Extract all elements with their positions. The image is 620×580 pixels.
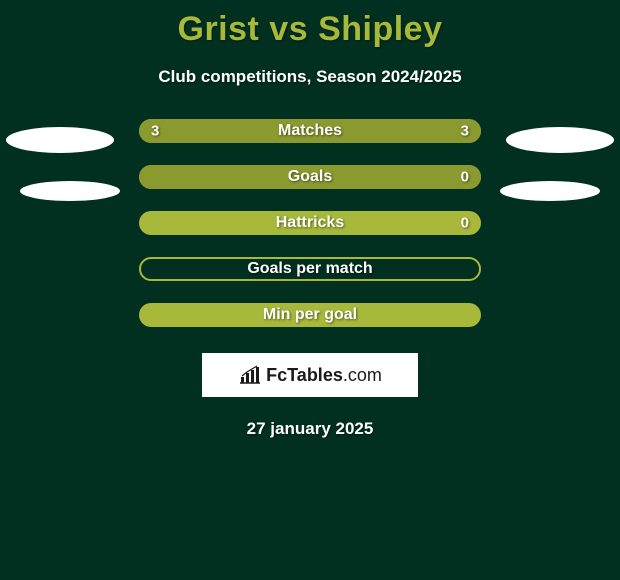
stat-bars: 3 Matches 3 Goals 0 Hattricks 0 Goals per match… bbox=[139, 119, 481, 327]
stat-bar: Hattricks 0 bbox=[139, 211, 481, 235]
bar-value-right: 3 bbox=[461, 123, 469, 140]
stat-bar: Goals per match bbox=[139, 257, 481, 281]
snapshot-date: 27 january 2025 bbox=[0, 419, 620, 439]
comparison-area: 3 Matches 3 Goals 0 Hattricks 0 Goals per match… bbox=[0, 119, 620, 327]
bar-label: Min per goal bbox=[263, 306, 357, 324]
bar-value-right: 0 bbox=[461, 169, 469, 186]
bar-label: Matches bbox=[278, 122, 342, 140]
player-right-ellipse-1 bbox=[506, 127, 614, 153]
logo-text-suffix: .com bbox=[343, 365, 382, 385]
stat-bar: Goals 0 bbox=[139, 165, 481, 189]
stat-bar: 3 Matches 3 bbox=[139, 119, 481, 143]
bar-value-left: 3 bbox=[151, 123, 159, 140]
bar-label: Hattricks bbox=[276, 214, 344, 232]
stat-bar: Min per goal bbox=[139, 303, 481, 327]
fctables-logo: FcTables.com bbox=[202, 353, 418, 397]
player-right-ellipse-2 bbox=[500, 181, 600, 201]
bar-value-right: 0 bbox=[461, 215, 469, 232]
page-title: Grist vs Shipley bbox=[0, 0, 620, 49]
subtitle: Club competitions, Season 2024/2025 bbox=[0, 67, 620, 87]
bar-label: Goals bbox=[288, 168, 332, 186]
bar-chart-icon bbox=[238, 365, 262, 385]
player-left-ellipse-1 bbox=[6, 127, 114, 153]
bar-label: Goals per match bbox=[247, 260, 372, 278]
logo-text: FcTables.com bbox=[266, 365, 382, 386]
player-left-ellipse-2 bbox=[20, 181, 120, 201]
logo-text-main: FcTables bbox=[266, 365, 343, 385]
